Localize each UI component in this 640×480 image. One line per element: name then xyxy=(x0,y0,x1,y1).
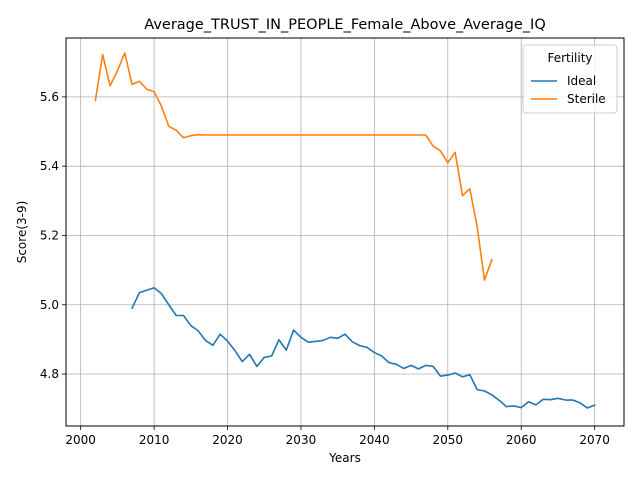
series-line-sterile xyxy=(94,52,493,281)
x-tick-label: 2040 xyxy=(359,433,390,447)
y-tick-label: 5.2 xyxy=(40,228,59,242)
y-axis-label: Score(3-9) xyxy=(15,201,29,264)
x-tick-label: 2020 xyxy=(212,433,243,447)
legend-box xyxy=(522,44,618,114)
legend-label-ideal: Ideal xyxy=(567,74,596,88)
y-tick-label: 5.4 xyxy=(40,159,59,173)
x-tick-label: 2030 xyxy=(286,433,317,447)
series-line-ideal xyxy=(131,286,596,409)
x-axis-label: Years xyxy=(328,451,361,465)
x-tick-label: 2050 xyxy=(433,433,464,447)
legend-title: Fertility xyxy=(547,51,592,65)
legend: Fertility Ideal Sterile xyxy=(522,44,618,114)
x-tick-label: 2010 xyxy=(139,433,170,447)
y-tick-label: 4.8 xyxy=(40,367,59,381)
axis-ticks: 2000 2010 2020 2030 2040 2050 2060 2070 4.8 5.0 5.… xyxy=(40,90,610,447)
plot-area-frame xyxy=(65,37,625,427)
y-tick-label: 5.6 xyxy=(40,90,59,104)
x-tick-label: 2000 xyxy=(65,433,96,447)
x-tick-label: 2060 xyxy=(506,433,537,447)
series-lines xyxy=(94,52,596,409)
legend-label-sterile: Sterile xyxy=(567,92,606,106)
chart-title: Average_TRUST_IN_PEOPLE_Female_Above_Ave… xyxy=(144,17,545,33)
y-tick-label: 5.0 xyxy=(40,298,59,312)
x-tick-label: 2070 xyxy=(579,433,610,447)
